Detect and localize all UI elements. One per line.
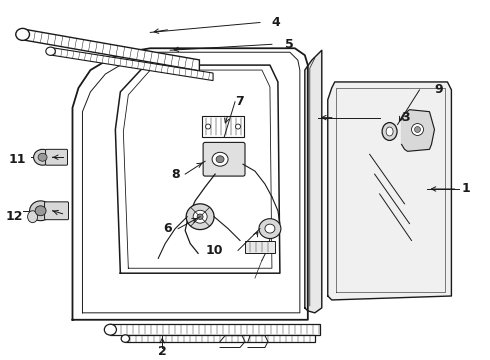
Polygon shape xyxy=(23,29,199,71)
Text: 8: 8 xyxy=(172,168,180,181)
FancyBboxPatch shape xyxy=(46,149,68,165)
Ellipse shape xyxy=(104,324,117,335)
Ellipse shape xyxy=(386,127,393,136)
FancyBboxPatch shape xyxy=(203,143,245,176)
Polygon shape xyxy=(50,48,213,81)
Ellipse shape xyxy=(46,47,55,55)
Text: 9: 9 xyxy=(435,84,443,96)
Ellipse shape xyxy=(35,206,46,216)
Polygon shape xyxy=(305,50,322,313)
Ellipse shape xyxy=(34,149,51,165)
Ellipse shape xyxy=(382,122,397,140)
Ellipse shape xyxy=(265,224,275,233)
Text: 2: 2 xyxy=(158,345,167,358)
Polygon shape xyxy=(401,110,435,151)
Ellipse shape xyxy=(212,152,228,166)
Ellipse shape xyxy=(216,156,224,163)
Polygon shape xyxy=(328,82,451,300)
Circle shape xyxy=(236,124,241,129)
Ellipse shape xyxy=(27,211,38,223)
Ellipse shape xyxy=(38,153,47,161)
Ellipse shape xyxy=(186,204,214,230)
Ellipse shape xyxy=(193,210,207,223)
Bar xyxy=(202,116,244,138)
Text: 3: 3 xyxy=(401,111,410,124)
Ellipse shape xyxy=(121,335,129,342)
Ellipse shape xyxy=(412,123,423,135)
Text: 5: 5 xyxy=(285,38,294,51)
Circle shape xyxy=(206,124,211,129)
Text: 1: 1 xyxy=(462,183,470,195)
Ellipse shape xyxy=(415,127,420,132)
FancyBboxPatch shape xyxy=(45,202,69,220)
Text: 11: 11 xyxy=(9,153,26,166)
Ellipse shape xyxy=(197,214,203,220)
Text: 10: 10 xyxy=(205,244,222,257)
Text: 7: 7 xyxy=(235,95,244,108)
Text: 12: 12 xyxy=(6,210,23,223)
Ellipse shape xyxy=(16,28,29,40)
Text: 6: 6 xyxy=(164,222,172,235)
Ellipse shape xyxy=(259,219,281,239)
Ellipse shape xyxy=(29,201,51,221)
Bar xyxy=(245,242,275,253)
Polygon shape xyxy=(110,324,320,335)
Text: 4: 4 xyxy=(272,16,281,29)
Polygon shape xyxy=(125,335,315,342)
